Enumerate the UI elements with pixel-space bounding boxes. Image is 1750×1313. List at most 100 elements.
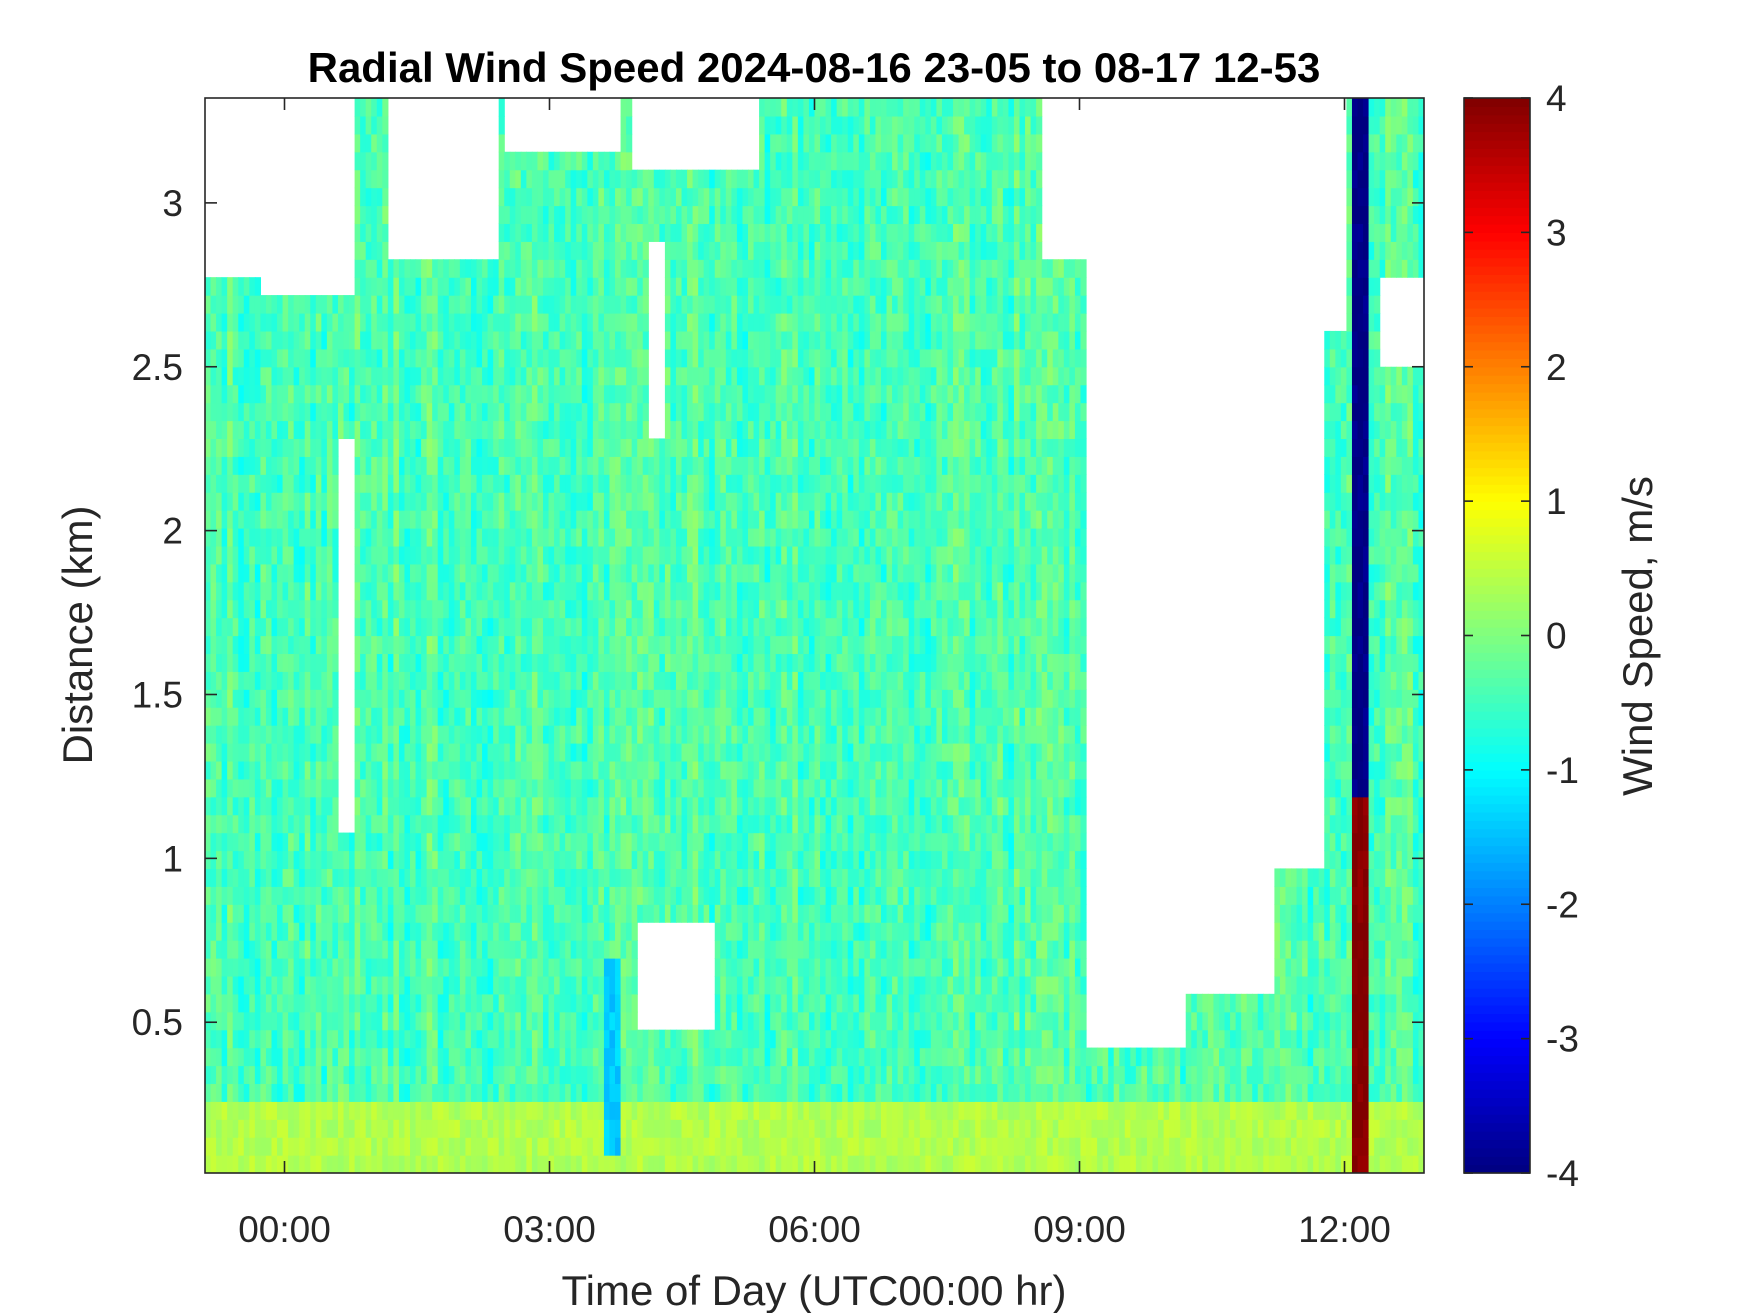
heatmap-cell — [371, 1137, 378, 1156]
heatmap-cell — [570, 1119, 577, 1138]
heatmap-cell — [459, 1065, 467, 1085]
heatmap-cell — [393, 1101, 400, 1120]
heatmap-cell — [537, 313, 544, 332]
heatmap-cell — [659, 1029, 666, 1049]
heatmap-cell — [520, 1065, 527, 1085]
heatmap-cell — [443, 653, 450, 672]
heatmap-cell — [210, 760, 217, 780]
heatmap-cell — [315, 1137, 322, 1156]
heatmap-cell — [271, 510, 278, 529]
heatmap-cell — [515, 707, 522, 726]
heatmap-cell — [637, 635, 644, 655]
heatmap-cell — [470, 1101, 478, 1120]
heatmap-cell — [570, 832, 577, 852]
heatmap-cell — [437, 384, 444, 404]
heatmap-cell — [432, 689, 439, 708]
heatmap-cell — [387, 653, 394, 672]
heatmap-cell — [354, 581, 361, 601]
heatmap-cell — [709, 313, 716, 332]
heatmap-cell — [592, 348, 599, 368]
heatmap-cell — [570, 259, 577, 278]
heatmap-cell — [670, 402, 677, 422]
heatmap-cell — [664, 259, 672, 278]
heatmap-cell — [393, 384, 400, 404]
heatmap-cell — [254, 510, 262, 529]
heatmap-cell — [265, 671, 273, 690]
heatmap-cell — [398, 904, 406, 923]
heatmap-cell — [709, 886, 716, 905]
heatmap-cell — [598, 617, 605, 637]
heatmap-cell — [221, 617, 228, 637]
heatmap-cell — [365, 975, 372, 995]
heatmap-cell — [620, 510, 627, 529]
heatmap-cell — [465, 778, 472, 798]
heatmap-cell — [205, 1029, 212, 1049]
heatmap-cell — [692, 904, 699, 923]
heatmap-cell — [592, 581, 599, 601]
heatmap-cell — [642, 832, 649, 852]
heatmap-cell — [520, 886, 527, 905]
heatmap-cell — [227, 330, 234, 350]
heatmap-cell — [581, 474, 588, 493]
heatmap-cell — [354, 922, 361, 941]
heatmap-cell — [609, 707, 616, 726]
heatmap-cell — [277, 850, 284, 870]
heatmap-cell — [343, 832, 350, 852]
heatmap-cell — [354, 330, 361, 350]
heatmap-cell — [687, 1101, 694, 1120]
heatmap-cell — [587, 617, 594, 637]
heatmap-cell — [205, 1119, 212, 1138]
heatmap-cell — [603, 1083, 611, 1102]
heatmap-cell — [360, 366, 367, 386]
heatmap-cell — [337, 904, 345, 923]
heatmap-cell — [260, 1029, 267, 1049]
heatmap-cell — [487, 850, 494, 870]
heatmap-cell — [520, 958, 527, 977]
heatmap-cell — [382, 402, 389, 422]
heatmap-cell — [221, 635, 228, 655]
heatmap-cell — [437, 545, 444, 565]
heatmap-cell — [615, 707, 622, 726]
heatmap-cell — [221, 545, 228, 565]
heatmap-cell — [293, 743, 300, 762]
heatmap-cell — [559, 1083, 566, 1102]
heatmap-cell — [565, 1065, 572, 1085]
heatmap-cell — [487, 904, 494, 923]
heatmap-cell — [631, 474, 638, 493]
heatmap-cell — [404, 904, 411, 923]
heatmap-cell — [365, 151, 372, 171]
heatmap-cell — [360, 904, 367, 923]
heatmap-cell — [205, 707, 212, 726]
heatmap-cell — [642, 635, 649, 655]
heatmap-cell — [537, 330, 544, 350]
heatmap-cell — [360, 725, 367, 744]
heatmap-cell — [515, 958, 522, 977]
heatmap-cell — [714, 671, 721, 690]
heatmap-cell — [681, 187, 688, 207]
heatmap-cell — [626, 187, 633, 207]
heatmap-cell — [609, 330, 616, 350]
heatmap-cell — [714, 492, 721, 511]
heatmap-cell — [249, 922, 256, 941]
heatmap-cell — [426, 545, 433, 565]
heatmap-cell — [216, 707, 223, 726]
heatmap-cell — [332, 1119, 339, 1138]
heatmap-cell — [626, 295, 633, 314]
heatmap-cell — [565, 348, 572, 368]
heatmap-cell — [670, 295, 677, 314]
heatmap-cell — [598, 1101, 605, 1120]
heatmap-cell — [493, 1047, 500, 1067]
heatmap-cell — [664, 1083, 672, 1102]
heatmap-cell — [249, 689, 256, 708]
heatmap-cell — [265, 725, 273, 744]
heatmap-cell — [265, 599, 273, 619]
heatmap-cell — [376, 384, 383, 404]
heatmap-cell — [387, 1029, 394, 1049]
heatmap-cell — [227, 850, 234, 870]
heatmap-cell — [559, 886, 566, 905]
heatmap-cell — [487, 1137, 494, 1156]
heatmap-cell — [609, 1137, 616, 1156]
heatmap-cell — [432, 563, 439, 583]
heatmap-cell — [437, 707, 444, 726]
heatmap-cell — [459, 1155, 467, 1173]
